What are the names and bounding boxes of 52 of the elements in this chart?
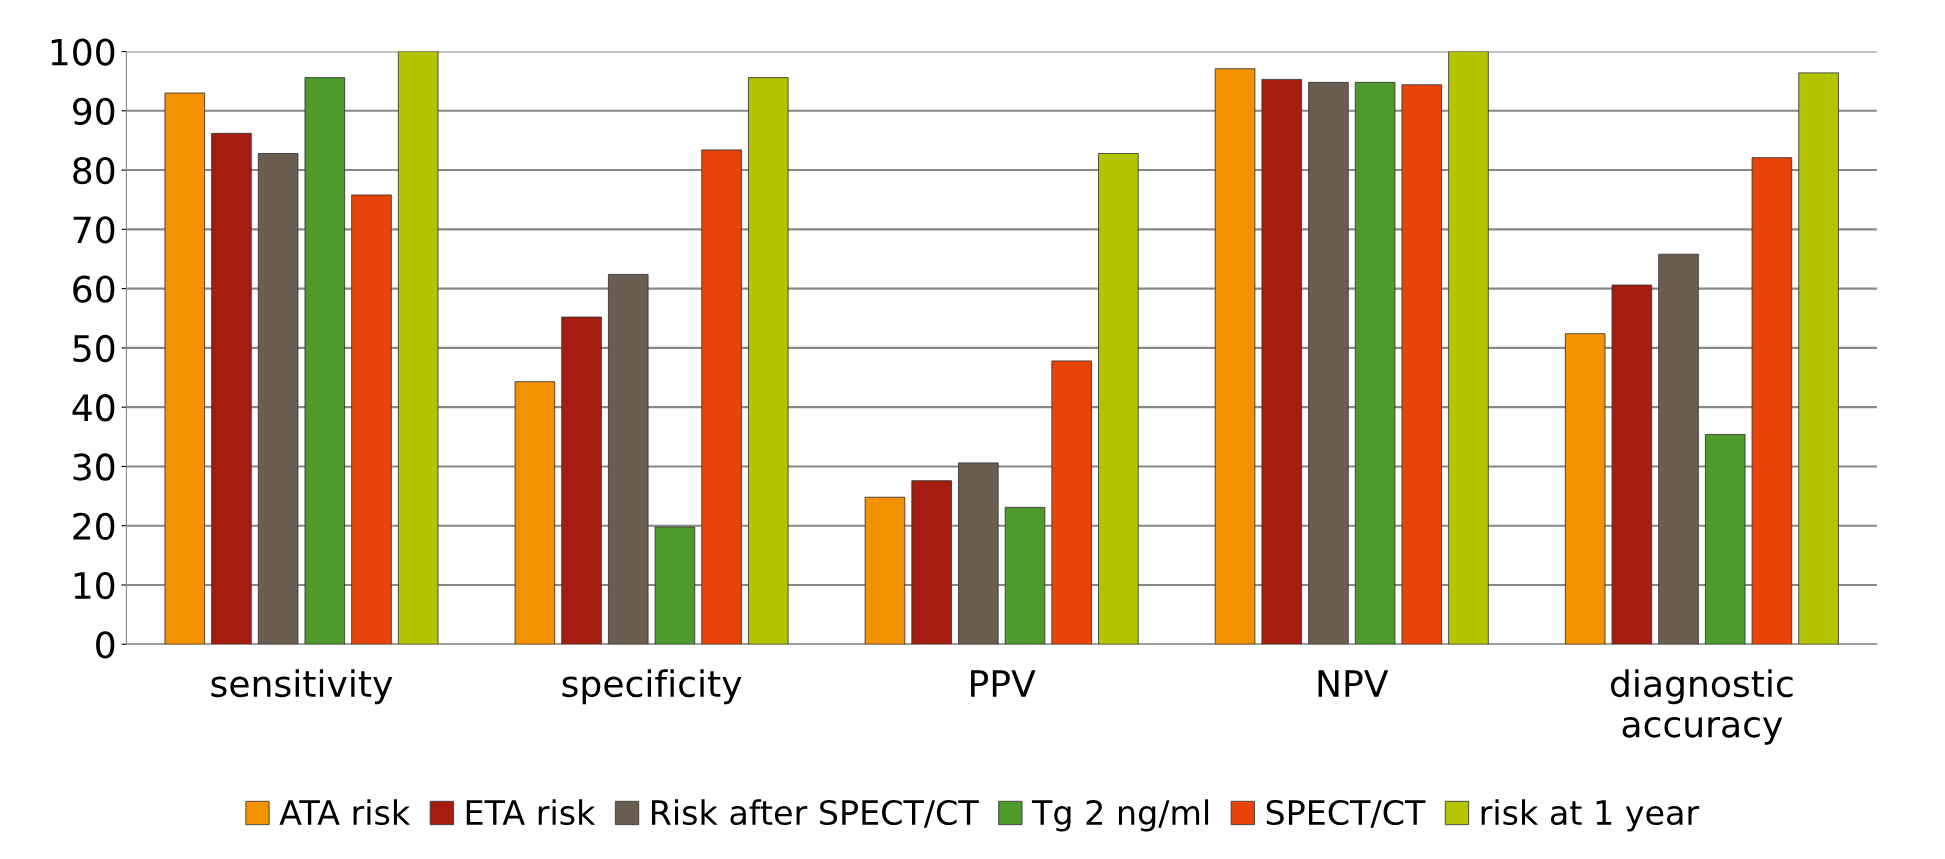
x-tick-label: diagnostic accuracy [1610,669,1793,745]
bar [397,51,439,645]
bar [1611,284,1653,645]
bar [607,273,649,645]
bar [1308,81,1349,645]
bar [1401,84,1443,645]
bar [1798,72,1839,645]
bar [1751,157,1793,645]
x-tick-label: sensitivity [211,669,393,705]
y-tick-label: 50 [73,334,115,363]
bar [1354,81,1396,645]
y-tick-label: 100 [51,38,115,66]
y-tick-label: 70 [73,216,115,244]
bar [654,526,696,645]
y-tick-label: 60 [73,275,115,303]
bar [911,480,952,645]
x-tick-label: PPV [971,670,1036,697]
y-tick-label: 10 [74,571,115,600]
bar [864,496,906,645]
legend-label: ETA risk [466,799,596,826]
bar [701,149,742,645]
bar [1658,253,1699,645]
legend-label: Risk after SPECT/CT [652,799,979,828]
x-tick-label: NPV [1318,670,1389,697]
y-tick-label: 0 [96,631,115,659]
bar [1704,434,1746,645]
x-tick-label: specificity [562,669,742,705]
bar [1448,51,1489,645]
legend-label: ATA risk [279,799,411,826]
y-tick-label: 90 [73,97,115,126]
bar [304,77,346,645]
bar [561,316,602,645]
bar [351,194,392,645]
bar [514,381,556,645]
bar [257,153,299,645]
y-tick-label: 30 [73,453,115,481]
bar [958,462,999,645]
bar [1261,78,1303,645]
bar [164,92,206,645]
bar [1051,360,1092,645]
bar [1004,506,1046,645]
y-tick-label: 80 [73,157,115,185]
bar [1564,333,1606,645]
bar [748,77,789,645]
bar [211,132,252,645]
legend-label: risk at 1 year [1481,799,1700,832]
bar [1214,68,1256,645]
legend-label: SPECT/CT [1266,799,1426,828]
bar [1098,153,1139,645]
legend-label: Tg 2 ng/ml [1031,799,1209,832]
y-tick-label: 20 [73,512,115,540]
y-tick-label: 40 [72,394,115,422]
